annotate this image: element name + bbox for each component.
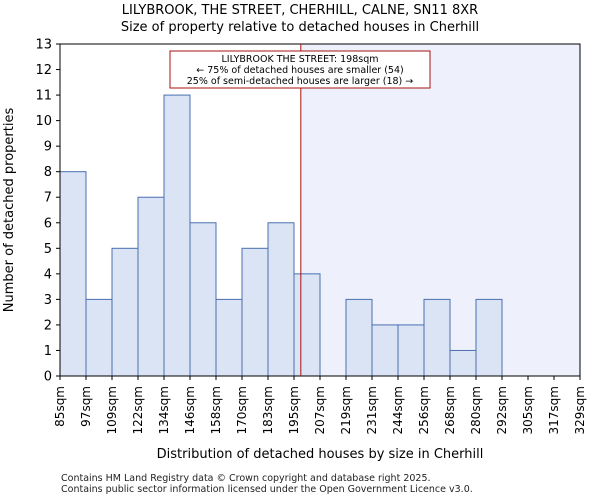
x-tick-label: 256sqm [417,386,431,434]
x-tick-label: 231sqm [365,386,379,434]
annotation-rect [169,50,431,89]
annotation-line-3: 25% of semi-detached houses are larger (… [187,76,414,87]
x-tick-label: 85sqm [53,386,67,427]
bar-219sqm [345,298,373,377]
bar-231sqm [371,324,399,377]
x-tick-label: 109sqm [105,386,119,434]
y-tick-label: 12 [35,63,52,78]
x-tick-label: 134sqm [157,386,171,434]
bars-group [59,94,503,377]
x-tick-label: 268sqm [443,386,457,434]
y-tick-label: 0 [44,370,52,385]
bar-122sqm [137,196,165,377]
x-tick-label: 146sqm [183,386,197,434]
annotation-line-2: ← 75% of detached houses are smaller (54… [196,65,403,76]
x-tick-label: 317sqm [547,386,561,434]
y-tick-label: 6 [44,216,52,231]
bar-97sqm [85,298,113,377]
y-tick-label: 2 [44,318,52,333]
y-tick-label: 9 [44,140,52,155]
x-tick-label: 122sqm [131,386,145,434]
bar-183sqm [267,222,295,377]
y-tick-label: 13 [35,38,52,53]
bar-280sqm [475,298,503,377]
chart-title: LILYBROOK, THE STREET, CHERHILL, CALNE, … [122,3,478,18]
x-tick-label: 158sqm [209,386,223,434]
y-tick-label: 10 [35,114,52,129]
x-tick-label: 97sqm [79,386,93,427]
bar-146sqm [189,222,217,377]
x-tick-label: 195sqm [287,386,301,434]
annotation-box: LILYBROOK THE STREET: 198sqm ← 75% of de… [169,50,431,89]
x-tick-label: 207sqm [313,386,327,434]
x-axis-label: Distribution of detached houses by size … [157,447,484,462]
bar-195sqm [293,273,321,377]
x-tick-label: 244sqm [391,386,405,434]
x-tick-label: 183sqm [261,386,275,434]
bar-85sqm [59,171,87,377]
plot-frame [59,43,581,377]
x-tick-label: 329sqm [573,386,587,434]
x-tick-label: 170sqm [235,386,249,434]
footer-line-1: Contains HM Land Registry data © Crown c… [61,473,431,484]
bar-158sqm [215,298,243,377]
bar-134sqm [163,94,191,377]
y-tick-label: 3 [44,293,52,308]
x-ticks: 85sqm 97sqm 109sqm 122sqm 134sqm 146sqm 158sqm… [53,376,587,434]
y-tick-label: 8 [44,165,52,180]
y-tick-label: 7 [44,191,52,206]
x-tick-label: 292sqm [495,386,509,434]
x-tick-label: 219sqm [339,386,353,434]
x-tick-label: 305sqm [521,386,535,434]
y-tick-label: 4 [44,267,52,282]
bar-268sqm [449,349,477,377]
bar-109sqm [111,247,139,377]
footer-line-2: Contains public sector information licen… [61,484,473,495]
annotation-line-1: LILYBROOK THE STREET: 198sqm [221,54,378,65]
y-tick-label: 1 [44,344,52,359]
bar-244sqm [397,324,425,377]
y-axis-label: Number of detached properties [2,108,17,313]
y-tick-label: 11 [35,89,52,104]
y-tick-label: 5 [44,242,52,257]
x-tick-label: 280sqm [469,386,483,434]
bar-170sqm [241,247,269,377]
bar-256sqm [423,298,451,377]
chart-subtitle: Size of property relative to detached ho… [121,20,479,35]
